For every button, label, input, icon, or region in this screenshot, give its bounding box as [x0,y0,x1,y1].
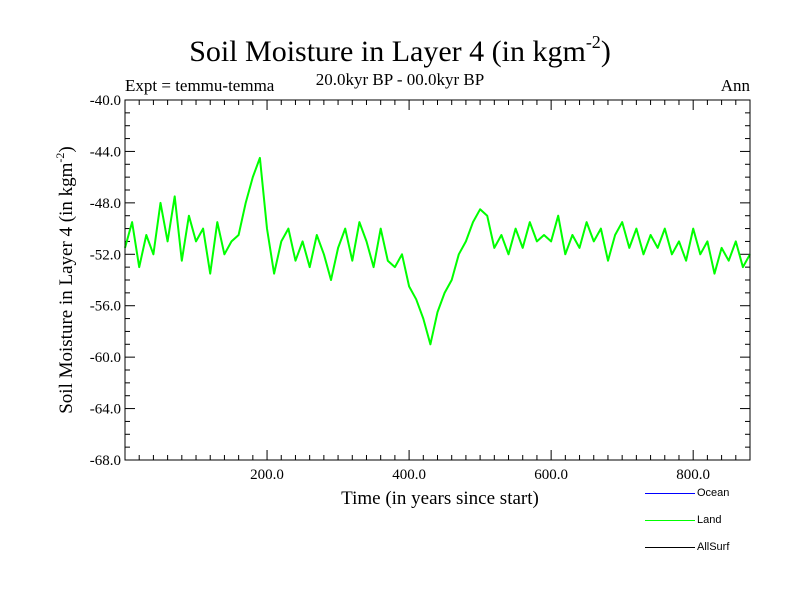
y-tick-label: -40.0 [90,93,121,109]
x-tick-label: 600.0 [534,467,568,483]
y-tick-label: -48.0 [90,196,121,212]
experiment-label: Expt = temmu-temma [125,76,275,95]
y-tick-label: -60.0 [90,350,121,366]
period-label: 20.0kyr BP - 00.0kyr BP [315,70,485,89]
legend-ocean: Ocean [645,487,729,499]
y-tick-label: -44.0 [90,144,121,160]
x-tick-label: 800.0 [676,467,710,483]
x-tick-label: 200.0 [250,467,284,483]
series-line-land [124,156,751,346]
y-tick-label: -68.0 [90,453,121,469]
season-label: Ann [720,76,750,95]
x-tick-label: 400.0 [392,467,426,483]
plot-frame [124,99,751,461]
chart-title: Soil Moisture in Layer 4 (in kgm-2) [189,32,611,68]
y-tick-label: -52.0 [90,247,121,263]
legend-land-swatch [645,519,695,521]
y-tick-label: -64.0 [90,402,121,418]
legend-land: Land [645,514,721,526]
legend-allsurf-swatch [645,546,695,548]
x-axis-label: Time (in years since start) [341,488,539,509]
legend-ocean-label: Ocean [697,487,730,499]
legend-ocean-swatch [645,492,695,494]
legend-land-label: Land [697,514,722,526]
legend-allsurf: AllSurf [645,541,729,553]
y-axis-label: Soil Moisture in Layer 4 (in kgm-2) [53,146,77,414]
legend-allsurf-label: AllSurf [697,541,730,553]
y-tick-label: -56.0 [90,299,121,315]
